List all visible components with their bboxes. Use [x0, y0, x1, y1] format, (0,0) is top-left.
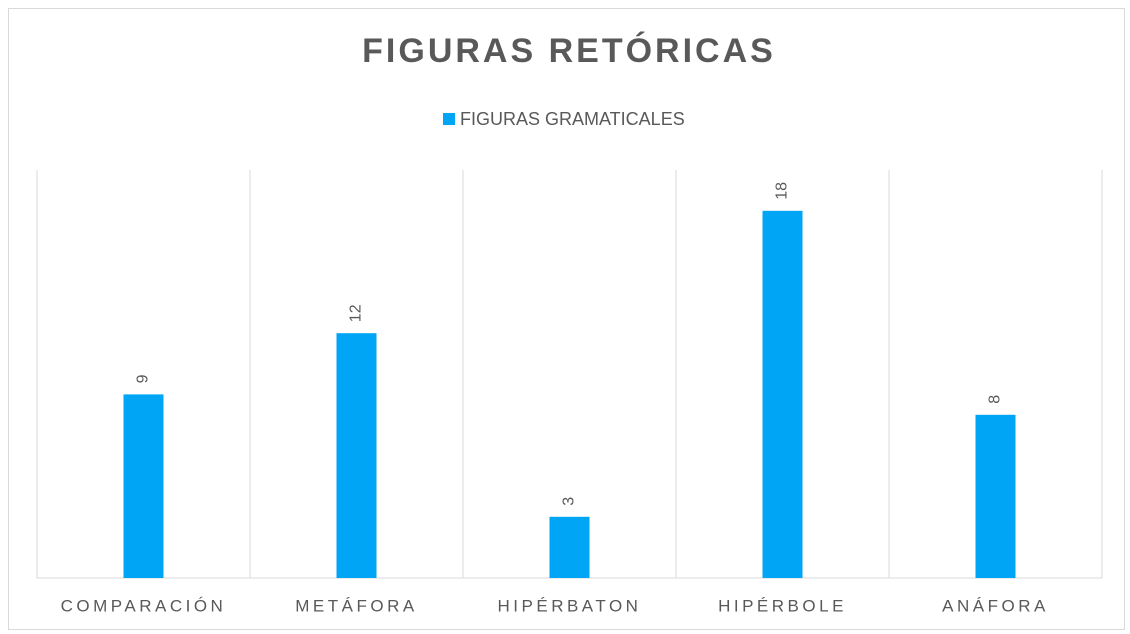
x-tick-label: HIPÉRBOLE — [718, 596, 847, 615]
legend-swatch — [443, 113, 455, 125]
chart-title: FIGURAS RETÓRICAS — [362, 32, 776, 70]
data-label: 9 — [135, 374, 152, 383]
legend-label: FIGURAS GRAMATICALES — [460, 109, 685, 129]
x-tick-label: COMPARACIÓN — [61, 596, 227, 615]
bar — [123, 394, 164, 578]
bar — [549, 516, 590, 578]
x-tick-label: HIPÉRBATON — [498, 596, 642, 615]
x-tick-label: ANÁFORA — [942, 596, 1049, 615]
data-label: 3 — [561, 497, 578, 506]
data-label: 18 — [774, 182, 791, 200]
x-tick-label: METÁFORA — [295, 596, 417, 615]
data-label: 12 — [348, 304, 365, 322]
data-label: 8 — [987, 395, 1004, 404]
bar — [336, 333, 377, 578]
bar — [975, 414, 1016, 578]
bar — [762, 210, 803, 579]
